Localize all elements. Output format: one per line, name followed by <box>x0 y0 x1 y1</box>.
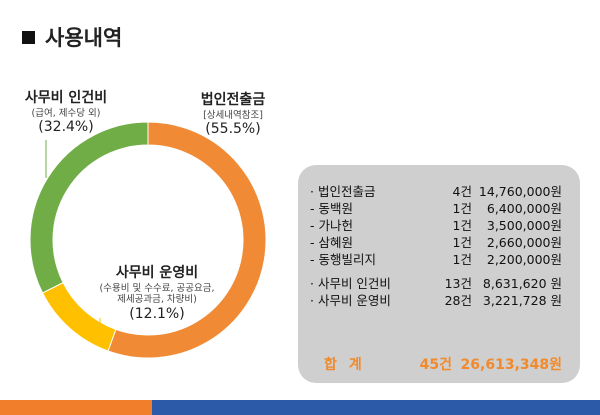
label-corporate-transfer: 법인전출금 [상세내역참조] (55.5%) <box>178 92 288 139</box>
row-item: · 법인전출금 <box>310 184 376 199</box>
table-row: - 동백원 1건 6,400,000원 <box>298 198 580 216</box>
row-count: 1건 <box>452 218 472 233</box>
row-amount: 3,221,728 원 <box>482 293 562 308</box>
row-count: 28건 <box>444 293 472 308</box>
table-row: - 동행빌리지 1건 2,200,000원 <box>298 249 580 267</box>
row-item: - 동백원 <box>310 201 353 216</box>
row-count: 13건 <box>444 276 472 291</box>
row-count: 1건 <box>452 201 472 216</box>
table-row: · 사무비 운영비 28건 3,221,728 원 <box>298 290 580 308</box>
row-item: · 사무비 운영비 <box>310 293 391 308</box>
slice-corporate-transfer <box>107 121 267 359</box>
table-row: · 법인전출금 4건 14,760,000원 <box>298 181 580 199</box>
table-row: - 가나헌 1건 3,500,000원 <box>298 215 580 233</box>
slice-percent: (32.4%) <box>38 119 94 136</box>
table-row: - 삼혜원 1건 2,660,000원 <box>298 232 580 250</box>
donut-chart <box>29 121 267 359</box>
usage-table-panel: · 법인전출금 4건 14,760,000원 - 동백원 1건 6,400,000원 -… <box>298 165 580 383</box>
footer-bar-orange <box>0 400 152 415</box>
total-label: 합계 <box>324 357 374 373</box>
row-amount: 3,500,000원 <box>486 218 562 233</box>
row-item: · 사무비 인건비 <box>310 276 391 291</box>
row-item: - 가나헌 <box>310 218 353 233</box>
page-title-text: 사용내역 <box>45 26 123 50</box>
row-amount: 2,660,000원 <box>486 235 562 250</box>
row-amount: 2,200,000원 <box>486 252 562 267</box>
slice-sub: (급여, 제수당 외) <box>31 107 101 119</box>
total-row: 합계 45건 26,613,348원 <box>298 354 580 374</box>
row-item: - 동행빌리지 <box>310 252 376 267</box>
label-personnel-expense: 사무비 인건비 (급여, 제수당 외) (32.4%) <box>12 90 120 137</box>
footer-bar-blue <box>152 400 600 415</box>
row-amount: 8,631,620 원 <box>482 276 562 291</box>
slice-name: 사무비 운영비 <box>115 265 199 281</box>
slice-name: 법인전출금 <box>200 92 266 108</box>
slice-percent: (12.1%) <box>129 306 185 323</box>
square-bullet-icon <box>22 30 35 44</box>
row-amount: 6,400,000원 <box>486 201 562 216</box>
page-title: 사용내역 <box>22 22 122 52</box>
row-amount: 14,760,000원 <box>478 184 562 199</box>
slice-name: 사무비 인건비 <box>24 90 108 106</box>
slice-sub: [상세내역참조] <box>203 109 263 121</box>
label-operating-expense: 사무비 운영비 (수용비 및 수수료, 공공요금, 제세공과금, 차량비) (1… <box>82 265 232 324</box>
row-count: 1건 <box>452 235 472 250</box>
slice-percent: (55.5%) <box>205 121 261 138</box>
leader-lines <box>45 130 171 340</box>
total-count: 45건 <box>419 357 452 373</box>
table-row: · 사무비 인건비 13건 8,631,620 원 <box>298 273 580 291</box>
row-count: 1건 <box>452 252 472 267</box>
total-amount: 26,613,348원 <box>460 357 562 373</box>
slice-personnel-expense <box>29 121 149 294</box>
row-item: - 삼혜원 <box>310 235 353 250</box>
row-count: 4건 <box>452 184 472 199</box>
slice-sub: (수용비 및 수수료, 공공요금, 제세공과금, 차량비) <box>99 282 215 306</box>
